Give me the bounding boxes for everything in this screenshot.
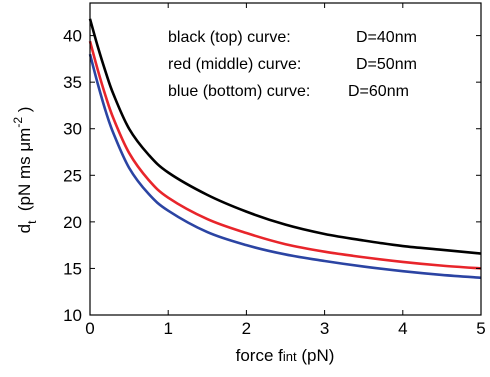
y-axis-label-superscript: -2	[11, 117, 25, 128]
y-axis-label: dt (pN ms μm-2 )	[11, 107, 39, 234]
series-layer	[88, 18, 482, 280]
x-tick-label-2: 2	[242, 319, 251, 338]
series-line-2	[88, 53, 482, 280]
x-tick-label-4: 4	[398, 319, 407, 338]
x-tick-label-3: 3	[320, 319, 329, 338]
legend-label-2: blue (bottom) curve:	[168, 83, 310, 100]
y-axis-label-subscript: t	[25, 220, 39, 224]
y-tick-label-1: 15	[63, 259, 82, 278]
x-axis-label-subscript: int	[283, 349, 297, 364]
plot-frame	[89, 2, 482, 316]
y-tick-label-6: 40	[63, 27, 82, 46]
y-axis-label-symbol: d	[15, 224, 34, 233]
legend-value-2: D=60nm	[348, 83, 409, 100]
legend: black (top) curve: D=40nm red (middle) c…	[168, 29, 417, 100]
x-axis-label: force fint (pN)	[236, 346, 335, 365]
y-axis-label-unit-suffix: )	[15, 107, 34, 117]
legend-label-1: red (middle) curve:	[168, 56, 301, 73]
y-tick-label-5: 35	[63, 73, 82, 92]
series-line-1	[88, 40, 482, 270]
x-axis-label-unit: (pN)	[297, 346, 335, 365]
ticks-layer: 0 1 2 3 4 5 10 15 20 25 30 35 40	[63, 3, 486, 338]
series-line-0	[88, 18, 482, 255]
x-axis-label-main: force	[236, 346, 279, 365]
plot-background	[90, 3, 481, 315]
x-tick-label-5: 5	[476, 319, 485, 338]
legend-value-1: D=50nm	[356, 56, 417, 73]
y-tick-label-3: 25	[63, 166, 82, 185]
y-tick-label-2: 20	[63, 213, 82, 232]
legend-value-0: D=40nm	[356, 29, 417, 46]
x-tick-label-0: 0	[85, 319, 94, 338]
x-axis-label-symbol: f	[278, 346, 283, 365]
y-tick-label-0: 10	[63, 306, 82, 325]
x-tick-label-1: 1	[163, 319, 172, 338]
y-tick-label-4: 30	[63, 120, 82, 139]
y-axis-label-unit-prefix: (pN ms μm	[15, 128, 34, 221]
legend-label-0: black (top) curve:	[168, 29, 291, 46]
